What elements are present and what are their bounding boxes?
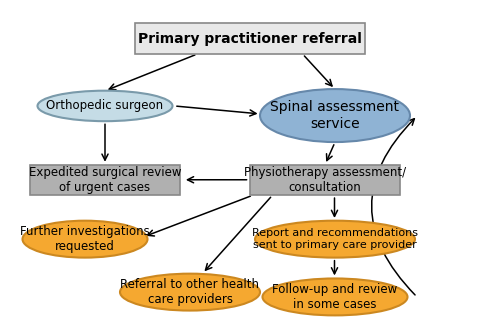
Text: Referral to other health
care providers: Referral to other health care providers bbox=[120, 278, 260, 306]
Text: Expedited surgical review
of urgent cases: Expedited surgical review of urgent case… bbox=[29, 166, 181, 194]
Text: Spinal assessment
service: Spinal assessment service bbox=[270, 100, 400, 131]
Ellipse shape bbox=[260, 89, 410, 142]
FancyBboxPatch shape bbox=[250, 164, 400, 195]
Text: Primary practitioner referral: Primary practitioner referral bbox=[138, 31, 362, 46]
Text: Physiotherapy assessment/
consultation: Physiotherapy assessment/ consultation bbox=[244, 166, 406, 194]
Ellipse shape bbox=[262, 279, 408, 315]
Text: Report and recommendations
sent to primary care provider: Report and recommendations sent to prima… bbox=[252, 228, 418, 250]
FancyBboxPatch shape bbox=[135, 23, 365, 54]
Ellipse shape bbox=[120, 273, 260, 311]
Ellipse shape bbox=[22, 221, 148, 257]
FancyBboxPatch shape bbox=[30, 164, 180, 195]
Text: Orthopedic surgeon: Orthopedic surgeon bbox=[46, 100, 164, 112]
Text: Further investigations
requested: Further investigations requested bbox=[20, 225, 150, 253]
Ellipse shape bbox=[255, 221, 415, 257]
Ellipse shape bbox=[38, 91, 172, 121]
Text: Follow-up and review
in some cases: Follow-up and review in some cases bbox=[272, 283, 398, 311]
